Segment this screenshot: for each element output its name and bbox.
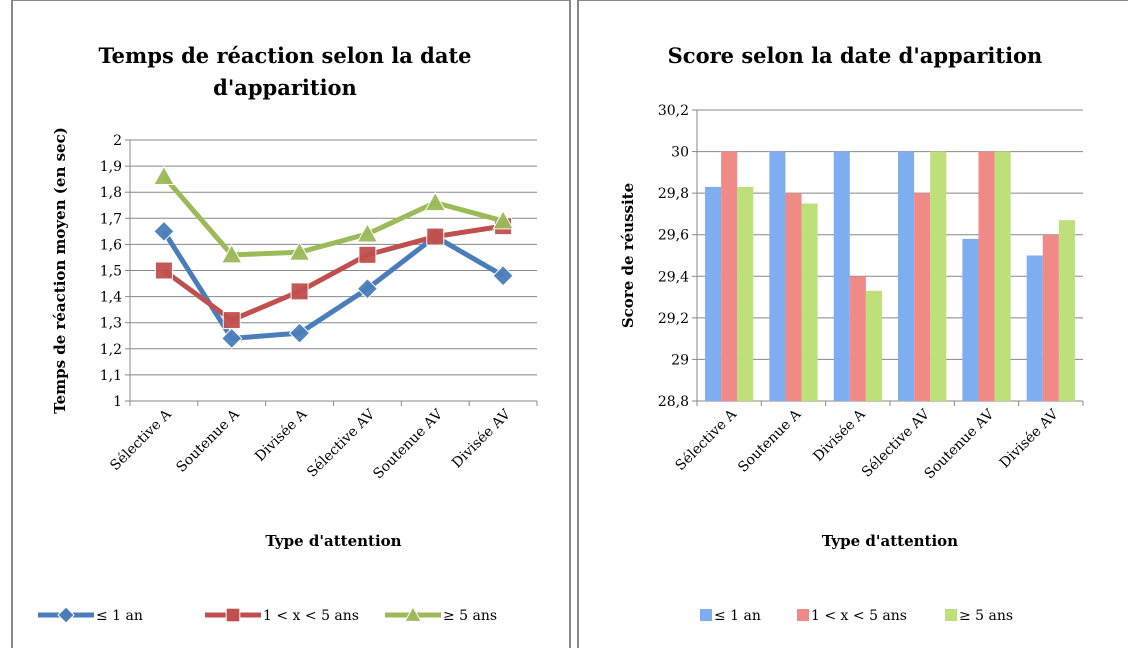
series-line [162, 223, 504, 323]
x-tick-label: Sélective A [673, 406, 741, 474]
legend-swatch [945, 609, 957, 621]
bar [785, 193, 802, 401]
bar [930, 151, 947, 401]
x-tick-label: Divisée A [252, 406, 311, 465]
bar [833, 151, 850, 401]
legend-label: 1 < x < 5 ans [811, 608, 907, 624]
legend-label: ≥ 5 ans [443, 608, 497, 624]
y-tick-label: 1,6 [100, 237, 122, 253]
marker [358, 245, 377, 264]
marker [288, 241, 311, 261]
y-tick-label: 28,8 [658, 394, 689, 410]
x-tick-label: Divisée A [810, 406, 869, 465]
marker [220, 243, 243, 264]
x-tick-label: Sélective AV [304, 406, 379, 481]
marker [288, 322, 311, 344]
x-tick-label: Divisée AV [997, 406, 1063, 472]
x-tick-label: Divisée AV [449, 406, 515, 472]
legend-marker [57, 606, 75, 624]
y-tick-label: 1,3 [100, 316, 122, 332]
legend-label: ≤ 1 an [714, 608, 761, 624]
y-tick-label: 1,4 [100, 290, 122, 306]
marker [424, 191, 447, 212]
y-tick-label: 1,7 [100, 211, 122, 227]
legend-swatch [700, 609, 712, 621]
marker [153, 220, 175, 243]
marker [221, 327, 243, 350]
x-axis-label: Type d'attention [265, 532, 401, 550]
y-tick-label: 1,8 [100, 185, 122, 201]
series-line [161, 230, 505, 341]
panel-border [577, 0, 1128, 652]
y-axis-label: Score de réussite [619, 183, 637, 328]
x-tick-label: Soutenue A [173, 406, 243, 476]
marker [290, 282, 309, 301]
bar [1026, 255, 1043, 401]
bar [962, 238, 979, 401]
y-tick-label: 1,2 [100, 342, 122, 358]
y-tick-label: 30 [671, 145, 689, 161]
legend-label: ≤ 1 an [96, 608, 143, 624]
bar [1042, 234, 1059, 401]
x-axis-label: Type d'attention [822, 532, 958, 550]
bar [801, 203, 818, 401]
y-tick-label: 2 [113, 133, 122, 149]
y-tick-label: 1,5 [100, 264, 122, 280]
bar [737, 186, 754, 401]
legend-label: 1 < x < 5 ans [263, 608, 359, 624]
bar [898, 151, 915, 401]
marker [154, 261, 173, 280]
x-tick-label: Soutenue AV [921, 406, 997, 482]
panel-border [11, 0, 571, 652]
y-tick-label: 29 [671, 352, 689, 368]
y-tick-label: 29,4 [658, 269, 689, 285]
bar [849, 276, 866, 401]
x-tick-label: Soutenue A [735, 406, 805, 476]
y-tick-label: 30,2 [658, 103, 689, 119]
x-tick-label: Soutenue AV [370, 406, 446, 482]
y-axis-label: Temps de réaction moyen (en sec) [51, 127, 69, 414]
bar [769, 151, 786, 401]
marker [222, 311, 241, 330]
legend-label: ≥ 5 ans [959, 608, 1013, 624]
y-tick-label: 1,1 [100, 368, 122, 384]
bar [865, 290, 882, 401]
marker [426, 227, 445, 246]
bar [721, 151, 738, 401]
chart-title: Score selon la date d'apparition [667, 43, 1043, 68]
marker [153, 165, 175, 186]
series-line [162, 174, 504, 258]
y-tick-label: 29,2 [658, 311, 689, 327]
marker [492, 209, 514, 230]
y-tick-label: 1,9 [100, 159, 122, 175]
bar [914, 193, 931, 401]
legend-marker [404, 605, 422, 622]
legend-marker [225, 607, 241, 623]
y-tick-label: 29,6 [658, 228, 689, 244]
legend-swatch [797, 609, 809, 621]
marker [356, 278, 379, 300]
marker [492, 265, 514, 287]
x-tick-label: Sélective A [107, 406, 175, 474]
bar [994, 151, 1011, 401]
y-tick-label: 1 [113, 394, 122, 410]
bar [705, 186, 722, 401]
marker [356, 222, 379, 243]
bar [978, 151, 995, 401]
bar [1058, 220, 1075, 401]
chart-title: Temps de réaction selon la date d'appari… [98, 43, 472, 100]
y-tick-label: 29,8 [658, 186, 689, 202]
